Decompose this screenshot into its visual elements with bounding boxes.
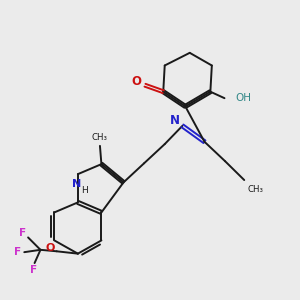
Text: H: H (81, 186, 88, 195)
Text: O: O (132, 75, 142, 88)
Text: CH₃: CH₃ (92, 133, 108, 142)
Text: F: F (14, 247, 21, 257)
Text: F: F (29, 265, 37, 275)
Text: O: O (46, 243, 55, 253)
Text: OH: OH (236, 93, 252, 103)
Text: CH₃: CH₃ (248, 185, 264, 194)
Text: N: N (170, 114, 180, 127)
Text: N: N (72, 179, 81, 190)
Text: F: F (19, 228, 26, 238)
